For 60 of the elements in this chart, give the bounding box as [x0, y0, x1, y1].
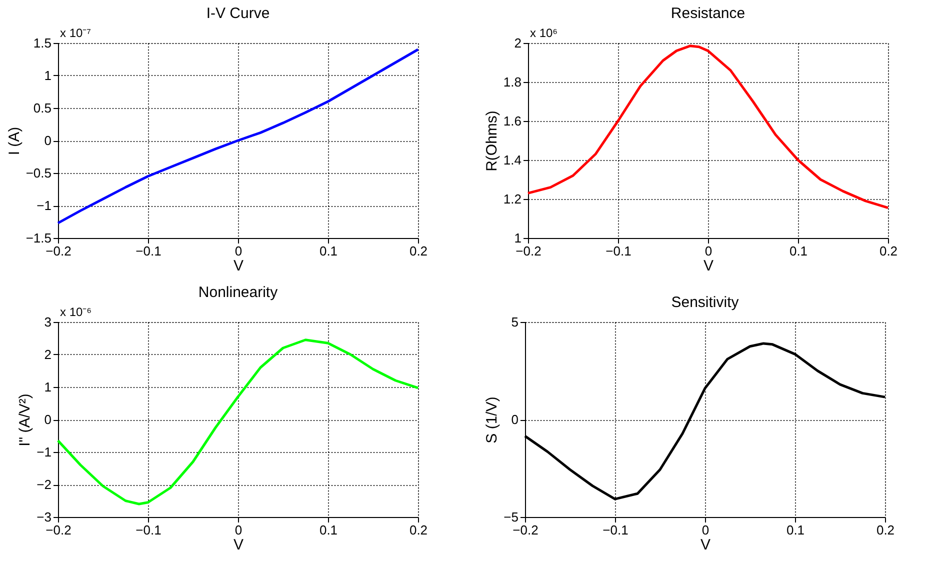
- chart-title: I-V Curve: [206, 5, 270, 22]
- x-tick-label: 0.2: [409, 522, 428, 538]
- y-tick-label: 0.5: [33, 100, 52, 116]
- x-tick-label: 0.1: [319, 522, 338, 538]
- x-tick-label: 0.2: [876, 522, 895, 538]
- x-tick-label: 0: [234, 522, 242, 538]
- line-series: [56, 338, 420, 506]
- y-axis-title: S (1/V): [484, 396, 501, 444]
- y-tick-label: 1: [44, 68, 52, 83]
- x-tick-label: 0: [234, 244, 242, 258]
- y-tick-label: 3: [44, 314, 52, 330]
- y-tick-label: 1.6: [503, 114, 522, 128]
- chart-title: Nonlinearity: [198, 284, 278, 301]
- x-tick-label: 0.2: [879, 244, 898, 258]
- y-tick-label: −3: [36, 510, 52, 524]
- text: x 10⁶: [530, 26, 558, 40]
- y-tick-label: 5: [511, 314, 518, 330]
- y-tick-label: −1.5: [26, 230, 52, 246]
- y-axis-title: I (A): [6, 126, 23, 156]
- y-tick-label: −0.5: [26, 166, 52, 180]
- x-axis-title: V: [700, 536, 711, 554]
- y-tick-label: 0: [511, 412, 518, 427]
- x-tick-label: −0.1: [136, 522, 162, 538]
- text: x 10⁻⁷: [60, 26, 92, 40]
- y-tick-label: −5: [504, 510, 518, 524]
- y-tick-label: 0: [44, 133, 52, 148]
- y-tick-label: 1: [44, 380, 52, 394]
- x-tick-label: −0.2: [516, 244, 542, 258]
- x-tick-label: −0.1: [136, 244, 162, 258]
- y-tick-label: 2: [44, 347, 52, 362]
- x-tick-label: 0.1: [786, 522, 805, 538]
- x-tick-label: −0.1: [602, 522, 628, 538]
- chart-title: Sensitivity: [671, 294, 740, 311]
- y-tick-label: 1.5: [33, 36, 52, 50]
- y-tick-label: 1: [514, 230, 522, 246]
- x-tick-label: 0.1: [319, 244, 338, 258]
- y-tick-label: 1.4: [503, 152, 522, 168]
- x-axis-title: V: [233, 258, 244, 274]
- y-tick-label: 1.8: [503, 74, 522, 90]
- x-tick-label: 0.2: [409, 244, 428, 258]
- y-axis-title: R(Ohms): [483, 110, 500, 172]
- x-tick-label: 0: [704, 244, 712, 258]
- x-tick-label: −0.2: [512, 522, 538, 538]
- x-tick-label: −0.2: [46, 244, 72, 258]
- y-tick-label: −1: [36, 444, 52, 460]
- x-axis-title: V: [233, 536, 244, 554]
- x-axis-title: V: [703, 258, 714, 274]
- x-tick-label: 0.1: [789, 244, 808, 258]
- x-tick-label: −0.1: [606, 244, 632, 258]
- x-tick-label: −0.2: [46, 522, 72, 538]
- chart-title: Resistance: [670, 5, 746, 22]
- y-tick-label: −2: [36, 477, 52, 492]
- y-tick-label: 1.2: [503, 192, 522, 206]
- line-series: [56, 48, 420, 224]
- x-tick-label: 0: [702, 522, 710, 538]
- y-tick-label: 0: [44, 412, 52, 427]
- y-tick-label: −1: [36, 198, 52, 213]
- y-tick-label: 2: [514, 36, 522, 50]
- text: x 10⁻⁶: [60, 305, 92, 319]
- y-axis-title: I" (A/V²): [16, 394, 34, 446]
